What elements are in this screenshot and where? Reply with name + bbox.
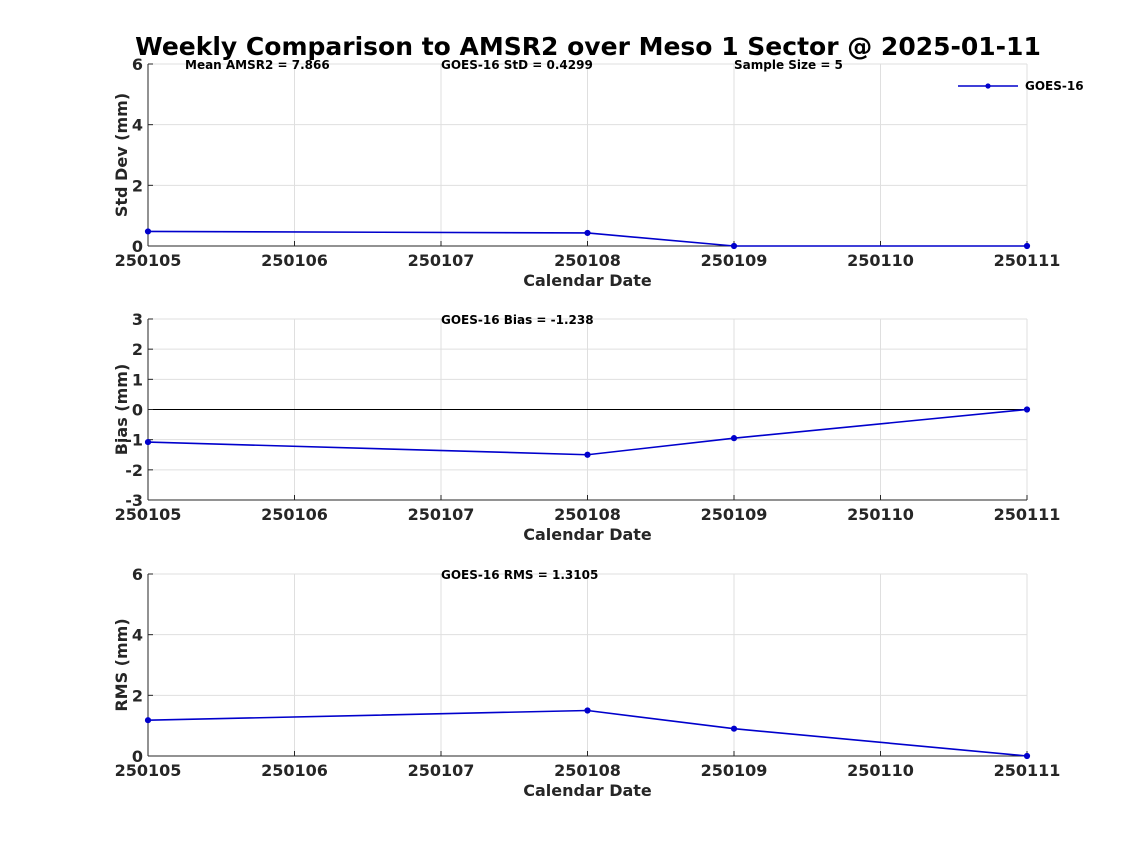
data-point <box>144 717 152 724</box>
y-tick-label: -2 <box>125 461 143 480</box>
x-tick-label: 250108 <box>554 505 621 524</box>
x-tick-label: 250110 <box>847 251 914 270</box>
x-tick-label: 250106 <box>261 761 328 780</box>
y-tick-label: 0 <box>132 237 143 256</box>
y-tick-label: 1 <box>132 370 143 389</box>
y-tick-label: -1 <box>125 431 143 450</box>
x-tick-label: 250107 <box>408 505 475 524</box>
data-point <box>1023 752 1031 760</box>
y-axis-label: Bias (mm) <box>112 364 131 456</box>
data-point <box>1023 242 1031 250</box>
x-tick-label: 250109 <box>701 505 768 524</box>
y-tick-label: 0 <box>132 401 143 420</box>
y-tick-label: 6 <box>132 565 143 584</box>
y-axis-label: RMS (mm) <box>112 618 131 711</box>
x-tick-label: 250105 <box>115 761 182 780</box>
x-tick-label: 250107 <box>408 761 475 780</box>
figure-title: Weekly Comparison to AMSR2 over Meso 1 S… <box>135 32 1041 61</box>
x-tick-label: 250106 <box>261 505 328 524</box>
y-tick-label: 4 <box>132 116 143 135</box>
data-point <box>144 228 152 235</box>
y-axis-label: Std Dev (mm) <box>112 93 131 217</box>
x-tick-label: 250110 <box>847 505 914 524</box>
panel-bias: 250105 250106 250107 250108 250109 250110 2501… <box>112 310 1060 544</box>
stat-annotation: Sample Size = 5 <box>734 58 843 72</box>
x-tick-label: 250111 <box>994 251 1061 270</box>
x-tick-label: 250111 <box>994 505 1061 524</box>
y-tick-label: 0 <box>132 747 143 766</box>
stat-annotation: GOES-16 Bias = -1.238 <box>441 313 594 327</box>
y-tick-label: -3 <box>125 491 143 510</box>
data-point <box>730 725 738 732</box>
x-axis-label: Calendar Date <box>523 271 652 290</box>
stat-annotation: GOES-16 RMS = 1.3105 <box>441 568 598 582</box>
stat-annotation: Mean AMSR2 = 7.866 <box>185 58 330 72</box>
data-point <box>584 451 591 458</box>
data-point <box>730 435 738 442</box>
series-line-goes-16 <box>147 230 1027 247</box>
series-line-goes-16 <box>147 709 1028 757</box>
panel-std: 250105 250106 250107 250108 250109 250110 2501… <box>112 55 1084 290</box>
x-tick-label: 250109 <box>701 761 768 780</box>
series-line-goes-16 <box>147 408 1028 456</box>
x-tick-label: 250109 <box>701 251 768 270</box>
x-tick-label: 250106 <box>261 251 328 270</box>
y-tick-label: 4 <box>132 626 143 645</box>
x-tick-label: 250107 <box>408 251 475 270</box>
y-tick-label: 2 <box>132 686 143 705</box>
legend-marker <box>985 83 991 89</box>
data-point <box>584 229 591 237</box>
panel-rms: 250105 250106 250107 250108 250109 250110 2501… <box>112 565 1060 800</box>
y-tick-label: 2 <box>132 340 143 359</box>
y-tick-label: 6 <box>132 55 143 74</box>
data-point <box>584 707 591 714</box>
legend-label: GOES-16 <box>1025 79 1084 93</box>
x-tick-label: 250111 <box>994 761 1061 780</box>
x-tick-label: 250110 <box>847 761 914 780</box>
x-tick-label: 250108 <box>554 251 621 270</box>
y-tick-label: 2 <box>132 176 143 195</box>
x-tick-label: 250105 <box>115 505 182 524</box>
x-axis-label: Calendar Date <box>523 781 652 800</box>
stat-annotation: GOES-16 StD = 0.4299 <box>441 58 593 72</box>
data-point <box>1023 406 1031 413</box>
data-point <box>144 438 152 446</box>
y-tick-label: 3 <box>132 310 143 329</box>
x-tick-label: 250105 <box>115 251 182 270</box>
data-point <box>730 242 738 250</box>
x-axis-label: Calendar Date <box>523 525 652 544</box>
x-tick-label: 250108 <box>554 761 621 780</box>
